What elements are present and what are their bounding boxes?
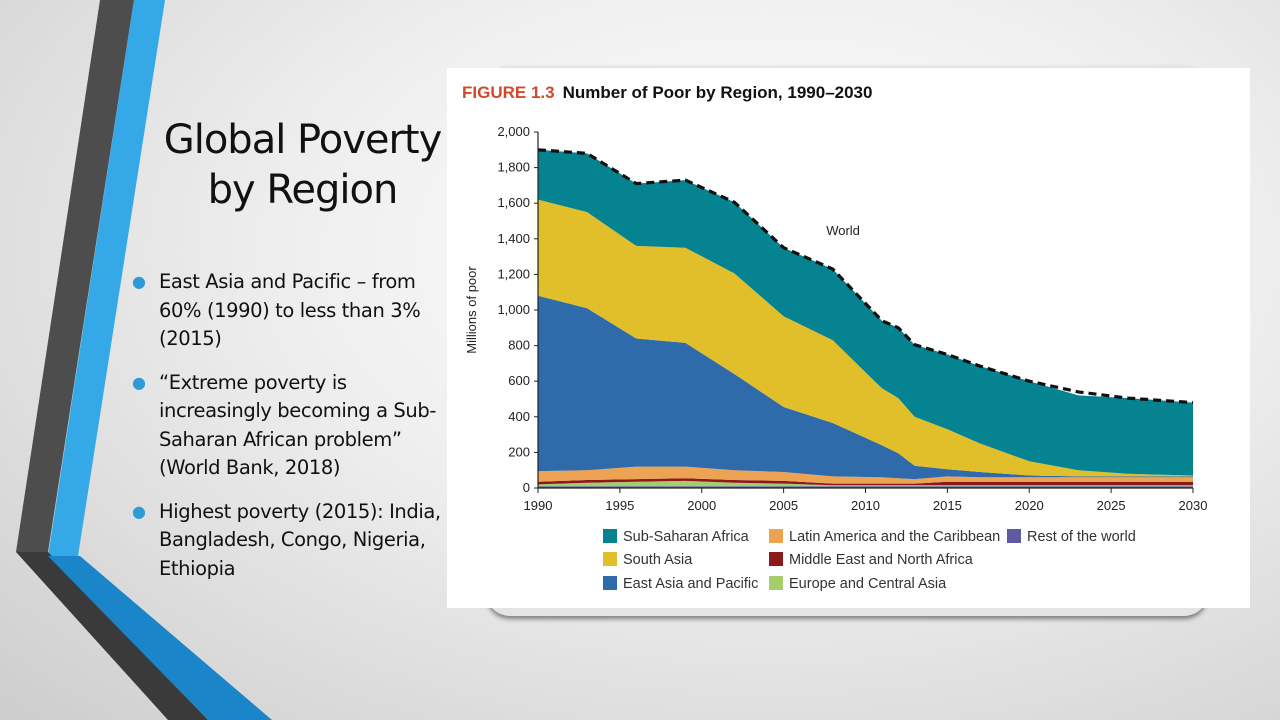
- bullet-item: ● East Asia and Pacific – from 60% (1990)…: [130, 268, 450, 354]
- x-tick-label: 2025: [1097, 498, 1126, 513]
- legend-swatch: [603, 552, 617, 566]
- y-tick-label: 0: [523, 480, 530, 495]
- legend-label: Latin America and the Caribbean: [789, 529, 1000, 545]
- bullet-dot-icon: ●: [132, 372, 146, 392]
- blue-stripe: [48, 0, 165, 556]
- x-tick-label: 2015: [933, 498, 962, 513]
- slide-title-line2: by Region: [207, 167, 399, 213]
- world-total-line: [537, 148, 1194, 405]
- figure-title: Number of Poor by Region, 1990–2030: [563, 83, 873, 102]
- slide-title: Global Poverty by Region: [150, 115, 455, 215]
- area-europe-and-central-asia: [538, 480, 1193, 487]
- y-tick-label: 1,600: [497, 195, 530, 210]
- y-tick-label: 1,200: [497, 266, 530, 281]
- chart: FIGURE 1.3 Number of Poor by Region, 1990…: [462, 83, 1208, 592]
- x-tick-label: 2020: [1015, 498, 1044, 513]
- y-axis-label: Millions of poor: [464, 266, 479, 354]
- bullet-dot-icon: ●: [132, 501, 146, 521]
- legend-swatch: [769, 529, 783, 543]
- bullet-item: ● “Extreme poverty is increasingly becomi…: [130, 369, 450, 483]
- x-tick-label: 2010: [851, 498, 880, 513]
- area-latin-america-and-the-caribbean: [538, 466, 1193, 484]
- x-tick-label: 1995: [605, 498, 634, 513]
- bullet-text: Highest poverty (2015): India, Banglades…: [159, 499, 441, 580]
- area-sub-saharan-africa: [538, 149, 1193, 476]
- legend-swatch: [769, 576, 783, 590]
- world-label: World: [826, 223, 860, 238]
- area-east-asia-and-pacific: [538, 295, 1193, 480]
- dark-stripe-left: [16, 0, 134, 552]
- legend-swatch: [769, 552, 783, 566]
- y-tick-label: 1,800: [497, 160, 530, 175]
- x-tick-label: 1990: [524, 498, 553, 513]
- bullet-text: East Asia and Pacific – from 60% (1990) …: [159, 270, 421, 350]
- legend-swatch: [603, 576, 617, 590]
- legend-label: Sub-Saharan Africa: [623, 529, 750, 545]
- x-tick-label: 2005: [769, 498, 798, 513]
- x-tick-label: 2030: [1179, 498, 1208, 513]
- legend-label: Europe and Central Asia: [789, 576, 947, 592]
- slide-title-line1: Global Poverty: [163, 117, 443, 163]
- y-tick-label: 800: [508, 338, 530, 353]
- legend-swatch: [603, 529, 617, 543]
- y-tick-label: 200: [508, 444, 530, 459]
- legend-label: Middle East and North Africa: [789, 552, 974, 568]
- bullet-dot-icon: ●: [132, 272, 146, 291]
- figure-label: FIGURE 1.3: [462, 83, 555, 102]
- y-tick-label: 400: [508, 409, 530, 424]
- y-tick-label: 1,000: [497, 302, 530, 317]
- bullet-list: ● East Asia and Pacific – from 60% (1990)…: [130, 268, 450, 598]
- area-middle-east-and-north-africa: [538, 478, 1193, 486]
- y-tick-label: 600: [508, 373, 530, 388]
- area-south-asia: [538, 199, 1193, 477]
- bullet-text: “Extreme poverty is increasingly becomin…: [159, 370, 436, 480]
- chart-title: FIGURE 1.3 Number of Poor by Region, 1990…: [462, 83, 872, 102]
- y-tick-label: 1,400: [497, 231, 530, 246]
- legend-swatch: [1007, 529, 1021, 543]
- chart-panel: FIGURE 1.3 Number of Poor by Region, 1990…: [447, 68, 1250, 608]
- x-tick-label: 2000: [687, 498, 716, 513]
- legend-label: East Asia and Pacific: [623, 576, 758, 592]
- dark-stripe-bottom: [16, 552, 208, 720]
- bullet-item: ● Highest poverty (2015): India, Banglade…: [130, 498, 450, 584]
- legend-label: South Asia: [623, 552, 693, 568]
- y-tick-label: 2,000: [497, 124, 530, 139]
- legend-label: Rest of the world: [1027, 529, 1136, 545]
- blue-stripe-bottom: [48, 556, 272, 720]
